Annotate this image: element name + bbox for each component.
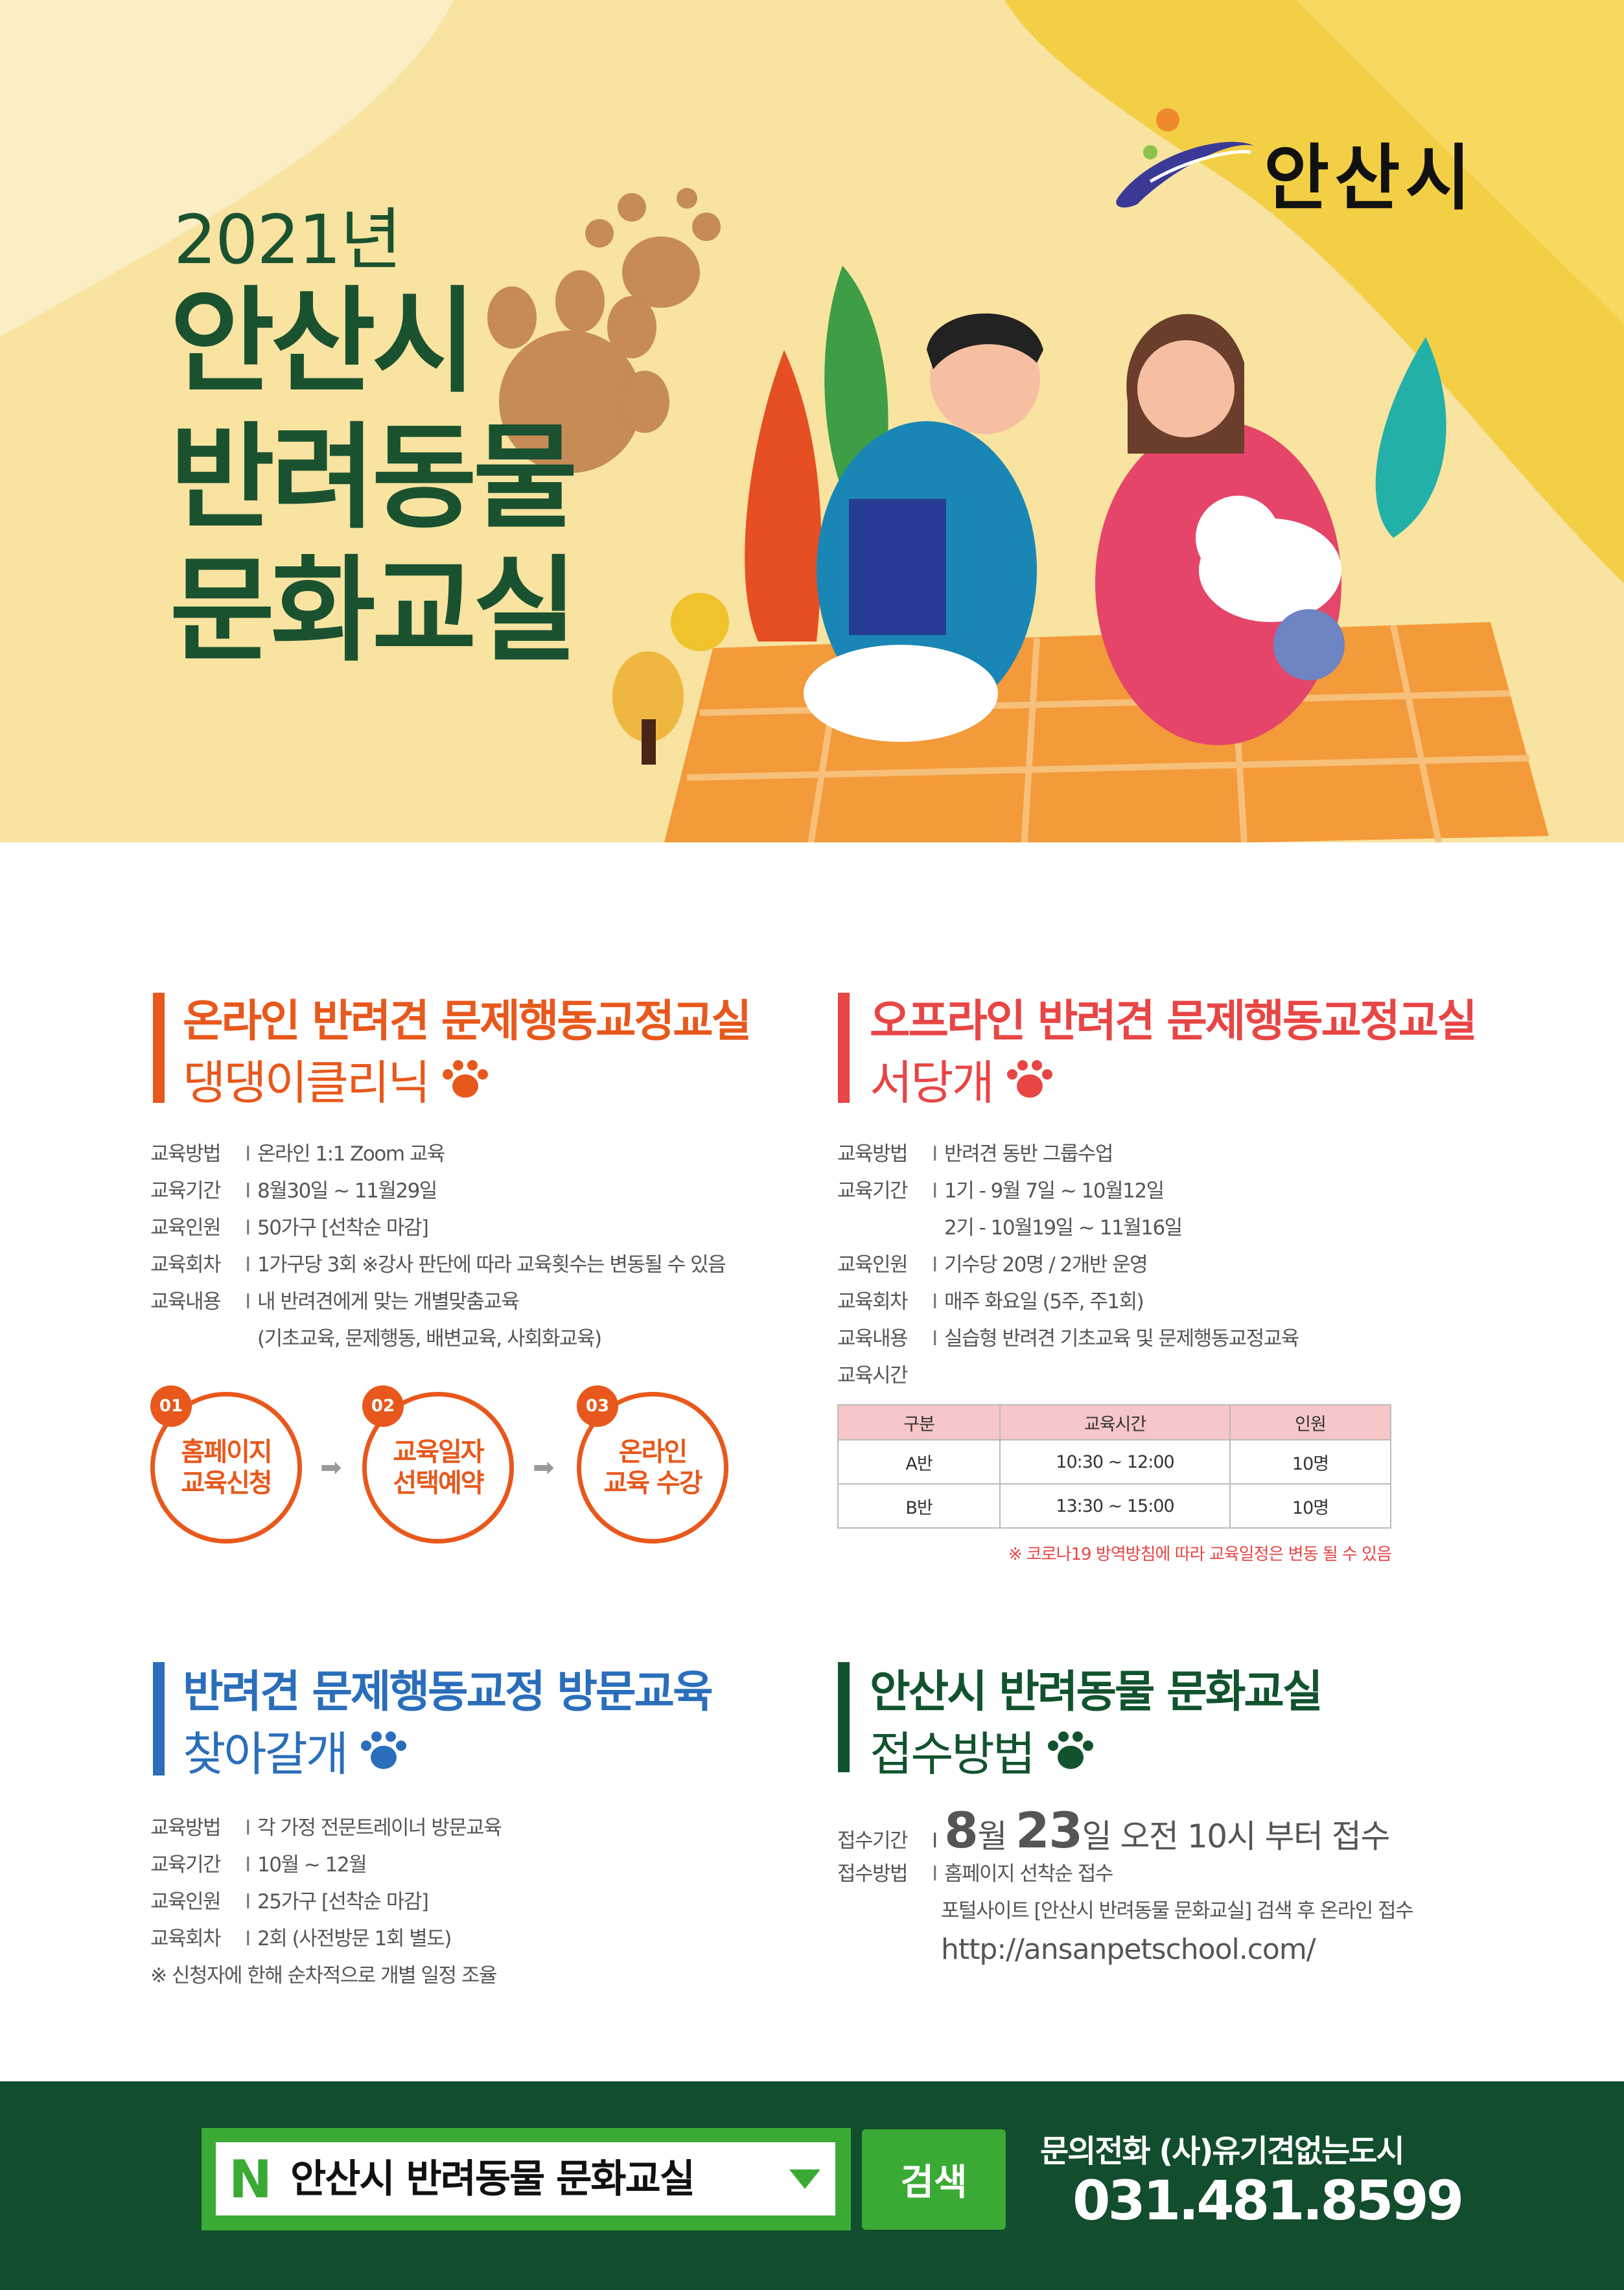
online-section-title: 온라인 반려견 문제행동교정교실: [183, 996, 752, 1047]
hero-title-line-3: 문화교실: [170, 544, 578, 677]
ansan-logo-icon: [1116, 108, 1254, 208]
info-row: 교육기간 I 1기 - 9월 7일 ~ 10월12일: [837, 1179, 1165, 1203]
info-row: 교육인원 I 기수당 20명 / 2개반 운영: [837, 1253, 1148, 1277]
online-section-bar: [153, 993, 165, 1103]
apply-url-link[interactable]: http://ansanpetschool.com/: [941, 1933, 1316, 1966]
arrow-right-icon: ➡: [320, 1453, 342, 1483]
offline-section-bar: [838, 993, 850, 1103]
info-row: 교육기간 I 10월 ~ 12월: [150, 1853, 367, 1877]
table-row: A반 10:30 ~ 12:00 10명: [837, 1439, 1391, 1485]
offline-section-title: 오프라인 반려견 문제행동교정교실: [870, 996, 1478, 1047]
offline-section-subtitle: 서당개: [870, 1056, 995, 1110]
info-row: 교육방법 I 반려견 동반 그룹수업: [837, 1142, 1113, 1166]
hero-year: 2021년: [174, 200, 402, 279]
visit-info-list: 교육방법 I 각 가정 전문트레이너 방문교육 교육기간 I 10월 ~ 12월 교육인…: [150, 1810, 502, 1995]
table-header: 구분: [837, 1404, 1001, 1440]
hero-title-line-2: 반려동물: [170, 411, 578, 544]
online-section-subtitle: 댕댕이클리닉: [183, 1056, 430, 1110]
info-row: 교육방법 I 온라인 1:1 Zoom 교육: [150, 1142, 445, 1166]
offline-info-list: 교육방법 I 반려견 동반 그룹수업 교육기간 I 1기 - 9월 7일 ~ 10월12…: [837, 1136, 1299, 1394]
search-input[interactable]: N 안산시 반려동물 문화교실: [216, 2142, 835, 2215]
info-row: 교육기간 I 8월30일 ~ 11월29일: [150, 1179, 437, 1203]
online-info-list: 교육방법 I 온라인 1:1 Zoom 교육 교육기간 I 8월30일 ~ 11월29일…: [150, 1136, 726, 1358]
hero-banner: 2021년 안산시 반려동물 문화교실 안산시: [0, 0, 1624, 842]
info-row: 교육내용 I 실습형 반려견 기초교육 및 문제행동교정교육: [837, 1327, 1299, 1350]
table-header: 인원: [1229, 1404, 1391, 1440]
contact-phone: 031.481.8599: [1073, 2169, 1464, 2232]
step-1-badge: 01: [150, 1385, 192, 1427]
info-row: 교육회차 I 1가구당 3회 ※강사 판단에 따라 교육횟수는 변동될 수 있음: [150, 1253, 726, 1277]
info-row: 교육인원 I 25가구 [선착순 마감]: [150, 1890, 429, 1914]
table-row: B반 13:30 ~ 15:00 10명: [837, 1483, 1391, 1529]
visit-section-bar: [153, 1662, 165, 1775]
search-box: N 안산시 반려동물 문화교실: [202, 2128, 851, 2230]
info-row: 교육인원 I 50가구 [선착순 마감]: [150, 1216, 429, 1240]
hero-title-line-1: 안산시: [170, 275, 477, 408]
paw-print-icon: [487, 188, 721, 473]
apply-portal: 포털사이트 [안산시 반려동물 문화교실] 검색 후 온라인 접수: [941, 1899, 1414, 1923]
step-3-badge: 03: [577, 1385, 618, 1427]
schedule-table: 구분 교육시간 인원 A반 10:30 ~ 12:00 10명 B반 13:30 ~ 15…: [837, 1404, 1391, 1529]
arrow-right-icon: ➡: [533, 1453, 555, 1483]
apply-period: 접수기간 I 8 월 23 일 오전 10시 부터 접수: [837, 1801, 1390, 1859]
apply-section-bar: [838, 1662, 850, 1772]
dropdown-triangle-icon[interactable]: [789, 2169, 820, 2189]
info-row: 교육시간: [837, 1364, 909, 1387]
hero-illustration: [0, 0, 1624, 842]
search-query: 안산시 반려동물 문화교실: [290, 2157, 695, 2202]
paw-icon: [1047, 1731, 1093, 1769]
offline-note: ※ 코로나19 방역방침에 따라 교육일정은 변동 될 수 있음: [1008, 1545, 1392, 1564]
info-row: 2기 - 10월19일 ~ 11월16일: [944, 1216, 1183, 1240]
info-row: 교육회차 I 2회 (사전방문 1회 별도): [150, 1927, 452, 1950]
visit-note: ※ 신청자에 한해 순차적으로 개별 일정 조율: [150, 1964, 497, 1987]
contact-label: 문의전화 (사)유기견없는도시: [1040, 2133, 1405, 2169]
step-2-badge: 02: [362, 1385, 404, 1427]
info-row: (기초교육, 문제행동, 배변교육, 사회화교육): [257, 1327, 602, 1350]
apply-method: 접수방법 I 홈페이지 선착순 접수: [837, 1862, 1113, 1886]
ansan-logo-text: 안산시: [1264, 137, 1476, 220]
info-row: 교육방법 I 각 가정 전문트레이너 방문교육: [150, 1816, 502, 1840]
info-row: 교육회차 I 매주 화요일 (5주, 주1회): [837, 1290, 1144, 1313]
paw-icon: [360, 1731, 406, 1769]
table-header: 교육시간: [999, 1404, 1231, 1440]
apply-section-title: 안산시 반려동물 문화교실: [870, 1667, 1323, 1718]
visit-section-title: 반려견 문제행동교정 방문교육: [183, 1667, 713, 1718]
visit-section-subtitle: 찾아갈개: [183, 1727, 349, 1781]
paw-icon: [1006, 1060, 1052, 1098]
apply-section-subtitle: 접수방법: [870, 1727, 1036, 1781]
info-row: 교육내용 I 내 반려견에게 맞는 개별맞춤교육: [150, 1290, 520, 1313]
search-button[interactable]: 검색: [862, 2129, 1006, 2230]
paw-icon: [443, 1060, 489, 1098]
footer: N 안산시 반려동물 문화교실 검색 문의전화 (사)유기견없는도시 031.4…: [0, 2081, 1624, 2290]
naver-logo-icon: N: [229, 2149, 272, 2210]
